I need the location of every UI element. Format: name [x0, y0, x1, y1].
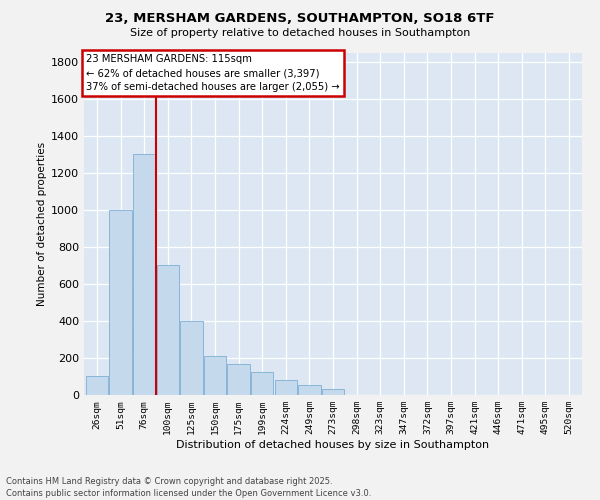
Bar	[86, 376, 108, 395]
Text: 23 MERSHAM GARDENS: 115sqm
← 62% of detached houses are smaller (3,397)
37% of s: 23 MERSHAM GARDENS: 115sqm ← 62% of deta…	[86, 54, 340, 92]
Text: 23, MERSHAM GARDENS, SOUTHAMPTON, SO18 6TF: 23, MERSHAM GARDENS, SOUTHAMPTON, SO18 6…	[105, 12, 495, 26]
Bar	[227, 364, 250, 395]
Bar	[204, 356, 226, 395]
Bar	[298, 385, 320, 395]
Y-axis label: Number of detached properties: Number of detached properties	[37, 142, 47, 306]
Text: Contains HM Land Registry data © Crown copyright and database right 2025.
Contai: Contains HM Land Registry data © Crown c…	[6, 476, 371, 498]
Bar	[322, 390, 344, 395]
Bar	[109, 210, 132, 395]
Bar	[180, 321, 203, 395]
Bar	[251, 372, 274, 395]
Bar	[157, 266, 179, 395]
Bar	[133, 154, 155, 395]
Text: Size of property relative to detached houses in Southampton: Size of property relative to detached ho…	[130, 28, 470, 38]
Bar	[275, 380, 297, 395]
X-axis label: Distribution of detached houses by size in Southampton: Distribution of detached houses by size …	[176, 440, 490, 450]
